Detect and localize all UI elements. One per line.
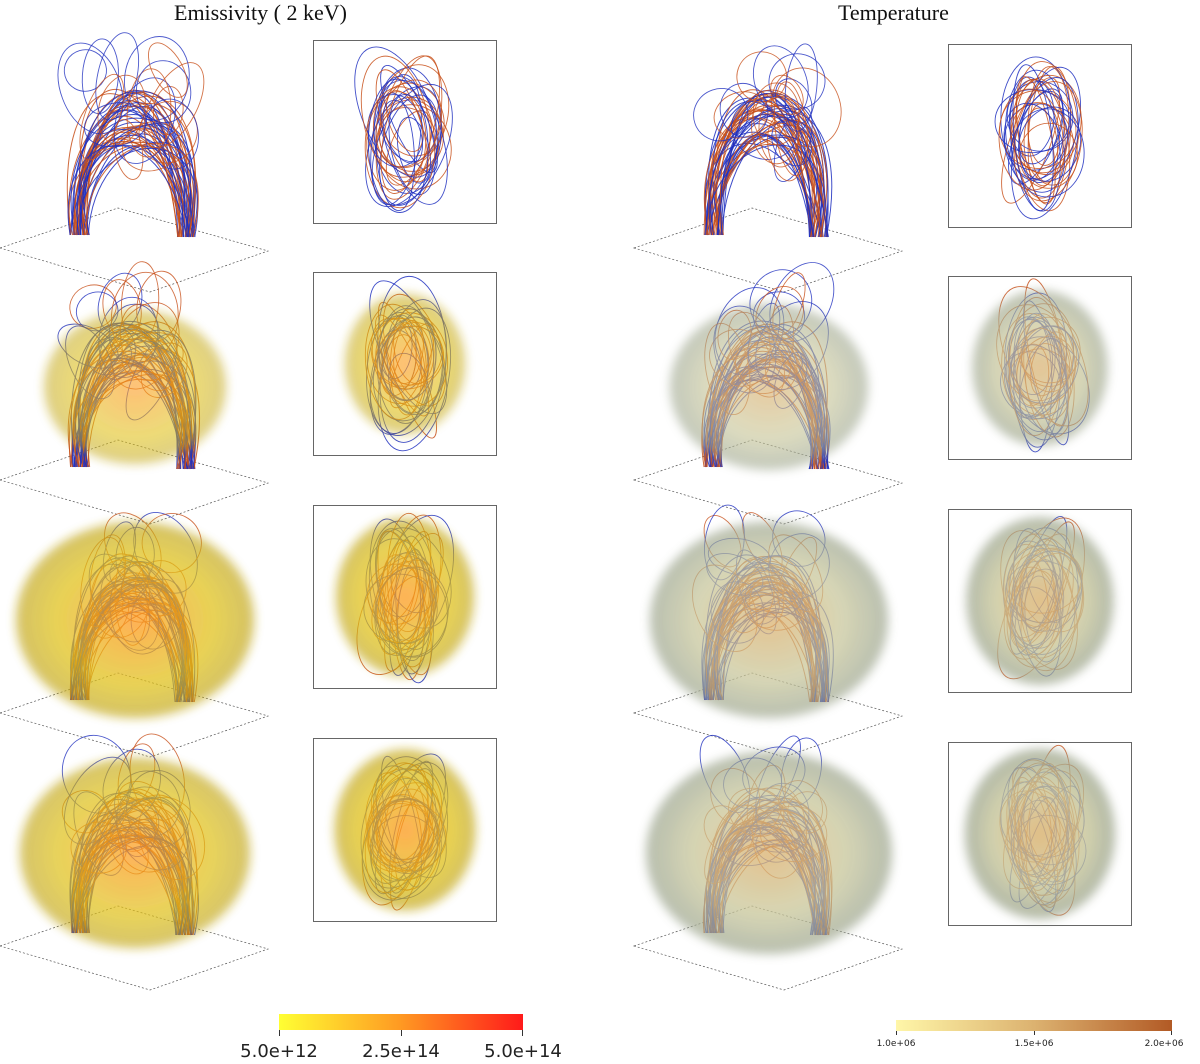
- temperature-tick: [1171, 1031, 1172, 1035]
- view-frame: [313, 738, 497, 922]
- temperature-tick-label-max: 2.0e+06: [1144, 1039, 1184, 1049]
- ground-plane: [0, 207, 270, 293]
- field-lines: [693, 43, 842, 238]
- temperature-oblique-panel-row-3: [632, 504, 904, 758]
- emissivity-tick: [401, 1030, 402, 1036]
- temperature-top-panel-row-4: [948, 742, 1132, 926]
- view-frame: [948, 742, 1132, 926]
- emissivity-oblique-panel-row-1: [0, 32, 270, 293]
- view-frame: [948, 44, 1132, 228]
- emissivity-oblique-panel-row-3: [0, 512, 270, 758]
- temperature-colorbar-gradient: [896, 1020, 1172, 1031]
- view-frame: [313, 272, 497, 456]
- volume-render: [334, 749, 476, 911]
- emissivity-tick: [522, 1030, 523, 1036]
- emissivity-title: Emissivity ( 2 keV): [174, 0, 347, 25]
- volume-render: [650, 522, 888, 718]
- temperature-colorbar: 1.0e+06 1.5e+06 2.0e+06: [877, 1020, 1183, 1056]
- temperature-title: Temperature: [838, 0, 949, 25]
- volume-render: [966, 517, 1114, 685]
- volume-render: [345, 294, 465, 434]
- volume-render: [44, 310, 226, 464]
- field-lines: [994, 56, 1085, 220]
- view-frame: [313, 505, 497, 689]
- view-frame: [948, 509, 1132, 693]
- temperature-top-panel-row-2: [948, 276, 1132, 460]
- emissivity-top-panel-row-2: [313, 272, 497, 456]
- temperature-top-panel-row-3: [948, 509, 1132, 693]
- temperature-top-panel-row-1: [948, 44, 1132, 228]
- field-lines: [57, 32, 205, 238]
- emissivity-tick-label-min: 5.0e+12: [240, 1041, 318, 1062]
- volume-render: [336, 518, 474, 676]
- ground-plane: [0, 672, 270, 758]
- temperature-tick: [1034, 1031, 1035, 1035]
- field-lines: [354, 46, 453, 213]
- emissivity-tick-label-max: 5.0e+14: [484, 1041, 562, 1062]
- ground-plane: [0, 905, 270, 991]
- volume-render: [670, 304, 868, 470]
- emissivity-top-panel-row-1: [313, 40, 497, 224]
- temperature-tick-label-min: 1.0e+06: [876, 1039, 916, 1049]
- ground-plane: [632, 207, 904, 293]
- emissivity-colorbar-gradient: [279, 1014, 523, 1030]
- view-frame: [948, 276, 1132, 460]
- ground-plane: [632, 905, 904, 991]
- volume-render: [972, 290, 1108, 446]
- volume-render: [965, 749, 1115, 919]
- emissivity-colorbar: 5.0e+12 2.5e+14 5.0e+14: [240, 1014, 562, 1062]
- temperature-oblique-panel-row-1: [632, 43, 904, 293]
- emissivity-top-panel-row-4: [313, 738, 497, 922]
- temperature-tick-label-mid: 1.5e+06: [1014, 1039, 1054, 1049]
- temperature-oblique-panel-row-2: [632, 262, 904, 525]
- ground-plane: [632, 672, 904, 758]
- emissivity-oblique-panel-row-4: [0, 733, 270, 991]
- emissivity-oblique-panel-row-2: [0, 261, 270, 525]
- emissivity-tick-label-mid: 2.5e+14: [362, 1041, 440, 1062]
- temperature-oblique-panel-row-4: [632, 735, 904, 991]
- emissivity-tick: [279, 1030, 280, 1036]
- ground-plane: [0, 439, 270, 525]
- volume-render: [646, 752, 892, 954]
- volume-render: [16, 522, 254, 718]
- ground-plane: [632, 439, 904, 525]
- view-frame: [313, 40, 497, 224]
- volume-render: [20, 758, 250, 948]
- emissivity-top-panel-row-3: [313, 505, 497, 689]
- temperature-tick: [896, 1031, 897, 1035]
